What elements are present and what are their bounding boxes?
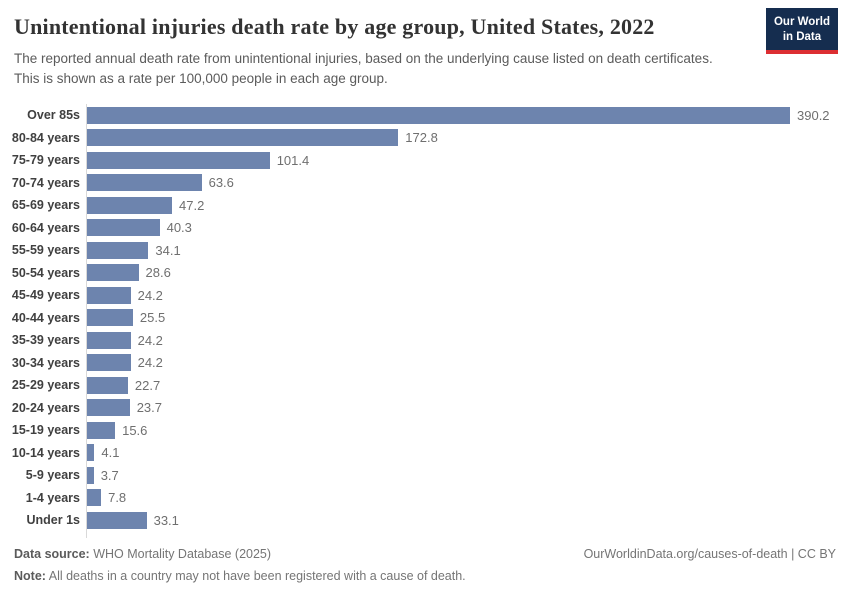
bar — [87, 399, 130, 417]
value-label: 15.6 — [122, 422, 148, 438]
bar — [87, 151, 270, 169]
data-source-line: Data source: WHO Mortality Database (202… — [14, 547, 271, 561]
bar-row: 7.8 — [87, 487, 830, 510]
value-label: 3.7 — [100, 467, 119, 483]
value-label: 172.8 — [405, 130, 438, 146]
bar — [87, 354, 131, 372]
bar — [87, 489, 102, 507]
category-label: 1-4 years — [25, 490, 80, 505]
category-label: 35-39 years — [11, 333, 80, 348]
note-value: All deaths in a country may not have bee… — [45, 569, 466, 583]
bar — [87, 106, 790, 124]
note-label: Note: — [14, 569, 46, 583]
bar-chart: Over 85s 80-84 years 75-79 years 70-74 year… — [11, 104, 830, 538]
bar — [87, 129, 399, 147]
bar-row: 33.1 — [87, 509, 830, 532]
chart-subtitle: The reported annual death rate from unin… — [14, 51, 713, 86]
bar — [87, 511, 147, 529]
value-label: 23.7 — [136, 400, 162, 416]
bar-row: 22.7 — [87, 374, 830, 397]
value-label: 33.1 — [153, 512, 179, 528]
category-label: Under 1s — [26, 513, 81, 528]
bar-row: 40.3 — [87, 217, 830, 240]
value-label: 7.8 — [108, 490, 127, 506]
value-label: 25.5 — [139, 310, 166, 326]
category-label: 10-14 years — [11, 445, 80, 460]
bar — [87, 309, 133, 327]
bar-row: 25.5 — [87, 307, 830, 330]
category-label: 5-9 years — [25, 468, 80, 483]
value-label: 40.3 — [166, 220, 192, 236]
bar-row: 172.8 — [87, 127, 830, 150]
owid-logo-line2: in Data — [782, 30, 822, 43]
value-label: 4.1 — [101, 445, 120, 461]
attribution-link[interactable]: OurWorldinData.org/causes-of-death | CC … — [583, 547, 836, 561]
bar — [87, 241, 149, 259]
bar — [87, 421, 116, 439]
bar-row: 23.7 — [87, 397, 830, 420]
bar-row: 63.6 — [87, 172, 830, 195]
owid-logo-line1: Our World — [773, 16, 830, 28]
value-label: 63.6 — [208, 175, 234, 191]
bar — [87, 264, 139, 282]
category-label: 60-64 years — [11, 220, 80, 235]
category-label: 80-84 years — [11, 130, 80, 145]
value-label: 24.2 — [137, 287, 163, 303]
category-label: 55-59 years — [11, 243, 80, 258]
bar — [87, 331, 131, 349]
value-label: 34.1 — [155, 242, 181, 258]
category-label: 75-79 years — [11, 153, 80, 168]
bar-row: 24.2 — [87, 284, 830, 307]
bar — [87, 286, 131, 304]
bar — [87, 219, 160, 237]
value-label: 22.7 — [134, 377, 161, 393]
value-label: 390.2 — [797, 107, 830, 123]
data-source-value: WHO Mortality Database (2025) — [89, 547, 272, 561]
page-title: Unintentional injuries death rate by age… — [14, 14, 655, 39]
bar-row: 24.2 — [87, 329, 830, 352]
category-label: 40-44 years — [11, 310, 80, 325]
value-label: 101.4 — [276, 152, 310, 168]
bar-row: 3.7 — [87, 464, 830, 487]
category-label: 20-24 years — [11, 400, 80, 415]
bar — [87, 196, 172, 214]
category-axis: Over 85s 80-84 years 75-79 years 70-74 year… — [11, 104, 86, 538]
bar-row: 24.2 — [87, 352, 830, 375]
value-label: 24.2 — [137, 332, 163, 348]
bar — [87, 444, 95, 462]
value-label: 28.6 — [145, 265, 171, 281]
category-label: Over 85s — [27, 108, 80, 123]
bar-row: 28.6 — [87, 262, 830, 285]
category-label: 50-54 years — [11, 265, 80, 280]
value-label: 47.2 — [179, 197, 205, 213]
footer-row-source: Data source: WHO Mortality Database (202… — [14, 547, 836, 561]
owid-logo: Our World in Data — [765, 8, 838, 54]
bar-row: 4.1 — [87, 442, 830, 465]
chart-header: Unintentional injuries death rate by age… — [14, 14, 836, 88]
plot-area: 390.2 172.8 101.4 63.6 47.2 40.3 34.1 28.6 24.2 2… — [86, 104, 830, 538]
bar-row: 101.4 — [87, 149, 830, 172]
bar-row: 34.1 — [87, 239, 830, 262]
bar — [87, 174, 202, 192]
bar — [87, 466, 94, 484]
category-label: 15-19 years — [11, 423, 80, 438]
category-label: 65-69 years — [11, 198, 80, 213]
category-label: 45-49 years — [11, 288, 80, 303]
data-source-label: Data source: — [14, 547, 90, 561]
category-label: 70-74 years — [11, 175, 80, 190]
chart-footer: Data source: WHO Mortality Database (202… — [14, 547, 836, 583]
value-label: 24.2 — [137, 355, 163, 371]
category-label: 30-34 years — [11, 355, 80, 370]
bar — [87, 376, 128, 394]
bar-row: 390.2 — [87, 104, 830, 127]
category-label: 25-29 years — [11, 378, 80, 393]
bar-row: 47.2 — [87, 194, 830, 217]
footer-row-note: Note: All deaths in a country may not ha… — [14, 569, 836, 583]
bar-row: 15.6 — [87, 419, 830, 442]
